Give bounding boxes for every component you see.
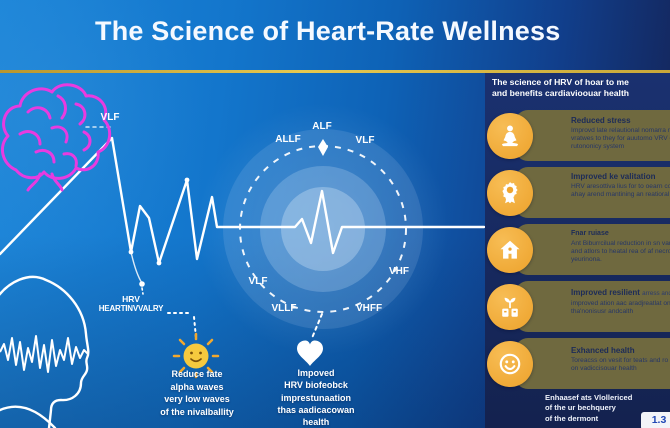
house-icon bbox=[487, 227, 533, 273]
panel-footer: Enhaasef ats Vlollericed of the ur bechq… bbox=[545, 393, 633, 423]
heart-caption: Impoved HRV biofeobck imprestunaation th… bbox=[277, 368, 355, 428]
card-title: Improved ke valitation bbox=[571, 172, 656, 181]
card-title: Fnar ruiase bbox=[571, 230, 609, 237]
card-body: Ant Biburrcilual reduction in sn varilat… bbox=[571, 239, 670, 263]
hrv-label: HRV bbox=[122, 294, 140, 304]
card-body: HRV aresottiva lius for to oearn conira … bbox=[571, 182, 670, 198]
heart-icon bbox=[297, 340, 323, 366]
card-title: Exhanced health bbox=[571, 346, 635, 355]
card-title: Improved resilient arress and bbox=[571, 288, 670, 297]
smiley-icon bbox=[487, 341, 533, 387]
card-body: Improvd late relautional nomarra rate vr… bbox=[571, 126, 670, 150]
circle-label-vlf-left: VLF bbox=[248, 276, 268, 287]
card-body: improved ation aac aradjreatlat on tha'n… bbox=[571, 299, 670, 315]
circle-label-vhff: VHFF bbox=[355, 303, 383, 314]
head-outline bbox=[0, 275, 90, 428]
hrv-sublabel: HEARTINVVALRY bbox=[98, 304, 164, 313]
circle-label-vlf-top-right: VLF bbox=[355, 135, 375, 146]
circle-label-vllf: VLLF bbox=[271, 303, 297, 314]
shoulder-curve bbox=[0, 405, 57, 428]
benefit-card-reduction: Fnar ruiase Ant Biburrcilual reduction i… bbox=[515, 224, 670, 275]
hrv-label-group: HRV HEARTINVVALRY bbox=[88, 294, 174, 313]
vlf-label-top: VLF bbox=[100, 112, 120, 123]
benefit-card-resilience: Improved resilient arress and improved a… bbox=[515, 281, 670, 332]
diamond-marker bbox=[318, 139, 328, 156]
circle-label-vhf: VHF bbox=[389, 266, 409, 277]
page-badge: 1.3 bbox=[641, 412, 670, 428]
waveform-dots bbox=[128, 177, 190, 287]
sprout-icon bbox=[487, 284, 533, 330]
brain-icon bbox=[0, 83, 112, 192]
ecg-waveform bbox=[0, 136, 486, 284]
meditation-icon bbox=[487, 113, 533, 159]
award-icon bbox=[487, 170, 533, 216]
card-title: Reduced stress bbox=[571, 116, 631, 125]
panel-heading: The science of HRV of hoar to me and ben… bbox=[492, 77, 630, 98]
sun-icon bbox=[172, 332, 220, 379]
eeg-squiggle bbox=[0, 335, 89, 373]
page-title: The Science of Heart-Rate Wellness bbox=[95, 16, 561, 46]
sun-caption: Reduce fate alpha waves very low waves o… bbox=[160, 369, 234, 417]
card-title-suffix: arress and bbox=[642, 290, 670, 297]
card-body: Toreacss on vesit for teats and ro enant… bbox=[571, 356, 670, 372]
benefits-panel: The science of HRV of hoar to me and ben… bbox=[485, 73, 670, 428]
benefit-card-reduced-stress: Reduced stress Improvd late relautional … bbox=[515, 110, 670, 161]
frequency-circle-diagram bbox=[223, 129, 423, 329]
gold-divider bbox=[0, 70, 670, 73]
circle-label-alf: ALF bbox=[312, 121, 332, 132]
benefit-card-validation: Improved ke valitation HRV aresottiva li… bbox=[515, 167, 670, 218]
benefit-card-enhanced-health: Exhanced health Toreacss on vesit for te… bbox=[515, 338, 670, 389]
circle-label-allf: ALLF bbox=[275, 134, 301, 145]
